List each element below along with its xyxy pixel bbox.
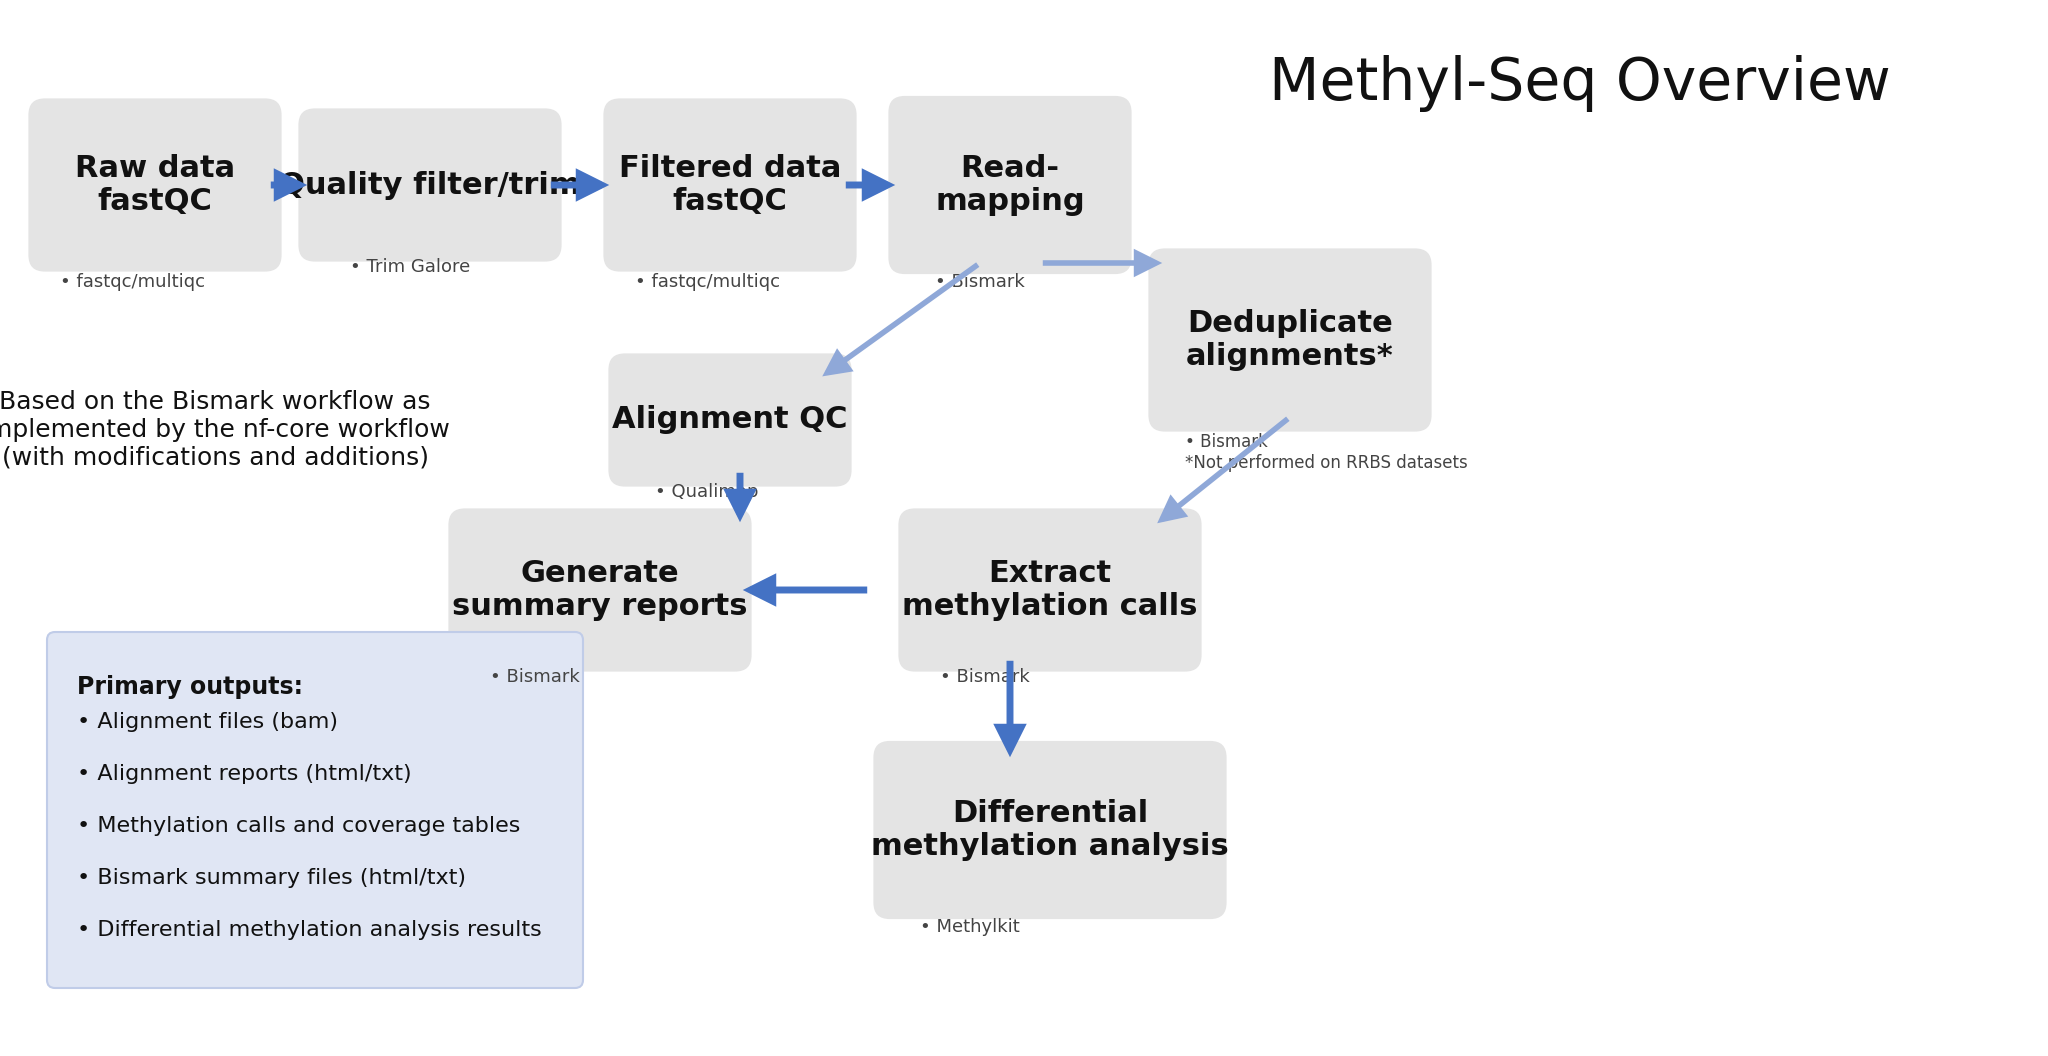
Text: • Trim Galore: • Trim Galore (350, 258, 471, 276)
Text: Extract
methylation calls: Extract methylation calls (903, 559, 1198, 621)
FancyBboxPatch shape (897, 507, 1202, 673)
Text: Based on the Bismark workflow as
implemented by the nf-core workflow
(with modif: Based on the Bismark workflow as impleme… (0, 391, 449, 470)
Text: • Alignment files (bam): • Alignment files (bam) (78, 712, 338, 732)
Text: • fastqc/multiqc: • fastqc/multiqc (59, 274, 205, 291)
Text: Differential
methylation analysis: Differential methylation analysis (870, 798, 1229, 862)
FancyBboxPatch shape (872, 739, 1229, 921)
Text: • fastqc/multiqc: • fastqc/multiqc (635, 274, 780, 291)
Text: Quality filter/trim: Quality filter/trim (279, 170, 582, 200)
Text: Deduplicate
alignments*: Deduplicate alignments* (1186, 308, 1395, 372)
Text: • Methylation calls and coverage tables: • Methylation calls and coverage tables (78, 816, 520, 836)
FancyBboxPatch shape (47, 631, 584, 988)
FancyBboxPatch shape (606, 352, 854, 488)
Text: • Bismark: • Bismark (936, 274, 1024, 291)
FancyBboxPatch shape (446, 507, 754, 673)
FancyBboxPatch shape (602, 97, 858, 274)
Text: Read-
mapping: Read- mapping (936, 154, 1085, 216)
Text: Filtered data
fastQC: Filtered data fastQC (618, 154, 842, 216)
FancyBboxPatch shape (297, 107, 563, 263)
Text: • Qualimap: • Qualimap (655, 483, 758, 501)
Text: Raw data
fastQC: Raw data fastQC (76, 154, 236, 216)
FancyBboxPatch shape (27, 97, 283, 274)
Text: Generate
summary reports: Generate summary reports (453, 559, 748, 621)
Text: Alignment QC: Alignment QC (612, 406, 848, 434)
Text: Methyl-Seq Overview: Methyl-Seq Overview (1270, 55, 1890, 112)
Text: • Alignment reports (html/txt): • Alignment reports (html/txt) (78, 763, 412, 784)
Text: • Bismark
*Not performed on RRBS datasets: • Bismark *Not performed on RRBS dataset… (1186, 433, 1468, 472)
FancyBboxPatch shape (1147, 247, 1434, 433)
Text: • Methylkit: • Methylkit (920, 918, 1020, 936)
Text: Primary outputs:: Primary outputs: (78, 675, 303, 699)
Text: • Bismark: • Bismark (940, 668, 1030, 686)
Text: • Bismark summary files (html/txt): • Bismark summary files (html/txt) (78, 868, 467, 888)
FancyBboxPatch shape (887, 94, 1133, 276)
Text: • Differential methylation analysis results: • Differential methylation analysis resu… (78, 920, 543, 940)
Text: • Bismark: • Bismark (489, 668, 580, 686)
